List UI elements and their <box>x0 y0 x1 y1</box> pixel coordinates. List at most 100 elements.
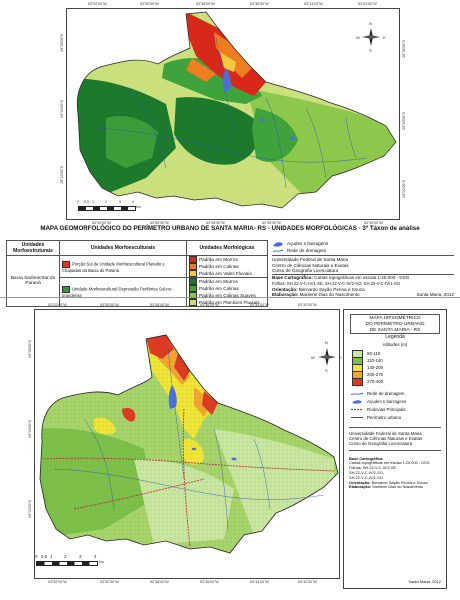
morph-swatch <box>189 299 197 307</box>
morph-label: Padrão em Planícies Fluviais <box>199 300 260 305</box>
m2-scale-tick: 1 <box>50 554 53 559</box>
m1-right-tick: 29°40'00"S <box>402 112 406 130</box>
m1-bottom-tick: 53°52'00"W <box>92 221 111 225</box>
m2-bottom-tick: 53°44'00"W <box>250 580 269 584</box>
struct-unit-label: Bacia Sedimentar do Paraná <box>10 276 56 286</box>
symbol-label: Rodovias Principais <box>367 406 406 412</box>
m1-top-tick: 53°48'00"W <box>196 2 215 6</box>
drainage-icon <box>272 249 284 252</box>
morph-group-a: Padrão em Morros Padrão em Colinas Padrã… <box>186 255 268 278</box>
alt-swatch <box>352 377 363 386</box>
m1-south-label: S <box>369 48 372 53</box>
m2-left-tick: 29°42'00"S <box>28 500 32 518</box>
m1-bottom-tick: 53°48'00"W <box>206 221 225 225</box>
sculpt-unit-cell: Unidade Morfoescultural Depressão Perifé… <box>59 277 187 307</box>
orient-text: Bernardo Sayão Penna e Souza <box>298 286 365 292</box>
m2-north-label: N <box>325 340 328 345</box>
elab-label: Elaboração: <box>349 484 372 490</box>
legend-title: Legenda <box>385 334 405 340</box>
orient-text: Bernardo Sayão Penna e Souza <box>371 479 428 485</box>
m2-scale-tick: 4 <box>94 554 97 559</box>
m1-scale-tick: 0 <box>77 200 79 204</box>
m1-top-tick: 53°50'00"W <box>140 2 159 6</box>
morph-group-b: Padrão em Morros Padrão em Colinas Padrã… <box>186 277 268 307</box>
base-line: Folhas: SH.22-V-C-IV/2-SE, <box>349 465 398 471</box>
m2-left-tick: 29°38'00"S <box>28 340 32 358</box>
morph-label: Padrão em Colinas <box>199 286 239 291</box>
morph-label: Padrão em Colinas <box>199 264 239 269</box>
morph-label: Padrão em Morros <box>199 279 238 284</box>
m1-top-tick: 53°44'00"W <box>304 2 323 6</box>
m1-left-tick: 29°42'00"S <box>60 166 64 184</box>
base-line: Cartas topográficas em escala 1:25.000 -… <box>349 460 430 466</box>
m1-bottom-tick: 53°40'00"W <box>364 221 383 225</box>
m2-top-tick: 53°44'00"W <box>250 303 269 307</box>
struct-unit-cell: Bacia Sedimentar do Paraná <box>6 255 60 307</box>
m2-top-tick: 53°50'00"W <box>100 303 119 307</box>
m2-bottom-tick: 53°52'00"W <box>48 580 67 584</box>
alt-bin-label: 200-270 <box>367 372 384 377</box>
base-label: Base Cartográfica: <box>349 455 384 461</box>
m1-scale-tick: 0,5 <box>84 200 89 204</box>
elab-text: Marilene Dias do Nascimento <box>299 292 360 298</box>
sculpt-swatch-green <box>62 286 70 293</box>
morph-swatch <box>189 256 197 264</box>
hyps-title-line: DO PERÍMETRO URBANO <box>365 322 425 327</box>
m1-top-tick: 53°42'00"W <box>358 2 377 6</box>
m1-right-tick: 29°42'00"S <box>402 180 406 198</box>
m1-scale-tick: 2 <box>105 200 107 204</box>
institution-line: Curso de Geografia Licenciatura <box>272 268 339 274</box>
date-text: Santa Maria, 2012 <box>408 579 441 584</box>
sculpt-swatch-red <box>62 260 70 268</box>
m1-left-tick: 29°38'00"S <box>60 34 64 52</box>
legend-header-morph: Unidades Morfológicas <box>186 240 268 256</box>
geomorph-legend-table: Unidades Morfoestruturais Unidades Morfo… <box>6 240 268 307</box>
hyps-title-line: MAPA HIPSOMÉTRICO <box>369 316 421 321</box>
base-block: Base Cartográfica: Cartas topográficas e… <box>349 455 441 491</box>
base-line: SH.22-V-C-IV/1-SO <box>349 474 383 480</box>
m1-scale-tick: 1 <box>92 200 94 204</box>
m2-bottom-tick: 53°46'00"W <box>200 580 219 584</box>
m1-top-tick: 53°46'00"W <box>250 2 269 6</box>
m2-top-tick: 53°48'00"W <box>150 303 169 307</box>
base-label: Base Cartográfica: <box>272 275 313 281</box>
m2-bottom-tick: 53°50'00"W <box>100 580 119 584</box>
m2-top-tick: 53°46'00"W <box>200 303 219 307</box>
institution-line: Universidade Federal de Santa Maria <box>349 431 422 436</box>
alt-bin-label: 140-200 <box>367 365 384 370</box>
m2-east-label: E <box>339 355 342 360</box>
sculpt-unit-cell: Porção Sul da Unidade Morfoescultural Pl… <box>59 255 187 278</box>
morph-label: Padrão em Morros <box>199 257 238 262</box>
hyps-title-line: DE SANTA MARIA - RS <box>369 328 421 333</box>
elab-text: Marilene Dias do Nascimento <box>372 484 424 490</box>
m2-scale-tick: 0 <box>35 554 38 559</box>
m2-left-tick: 29°40'00"S <box>28 420 32 438</box>
m2-scale-tick: 2 <box>64 554 67 559</box>
m1-compass-icon <box>362 28 380 46</box>
m2-scale-bar <box>36 561 98 566</box>
m2-west-label: W <box>311 355 315 360</box>
orient-label: Orientação: <box>272 286 298 292</box>
m1-bottom-tick: 53°50'00"W <box>150 221 169 225</box>
institution-line: Curso de Geografia Licenciatura <box>349 441 413 447</box>
symbol-label: Perímetro urbano <box>367 414 402 420</box>
reservoir-icon <box>273 241 283 247</box>
alt-bin-label: 110-140 <box>367 358 383 363</box>
m1-scale-tick: 3 <box>119 200 121 204</box>
reservoir-icon <box>350 399 364 404</box>
symbol-label: Açudes e barragens <box>367 398 407 404</box>
m1-top-tick: 53°52'00"W <box>88 2 107 6</box>
m1-right-tick: 29°38'00"S <box>402 40 406 58</box>
morph-swatch <box>189 292 197 300</box>
m2-bottom-tick: 53°48'00"W <box>150 580 169 584</box>
alt-bin-label: 270-400 <box>367 379 384 384</box>
orient-label: Orientação: <box>349 479 371 485</box>
morph-label: Padrão em Colinas Suaves <box>199 293 256 298</box>
m2-scale-unit: km <box>99 560 104 564</box>
institution-line: Centro de Ciências Naturais e Exatas <box>272 262 349 268</box>
m1-scale-tick: 4 <box>132 200 134 204</box>
base-line: SH.22-V-C-IV/2-SO, <box>349 470 384 475</box>
m1-scale-bar <box>78 206 136 211</box>
road-icon <box>350 407 364 412</box>
alt-bin-label: 60-110 <box>367 351 381 356</box>
